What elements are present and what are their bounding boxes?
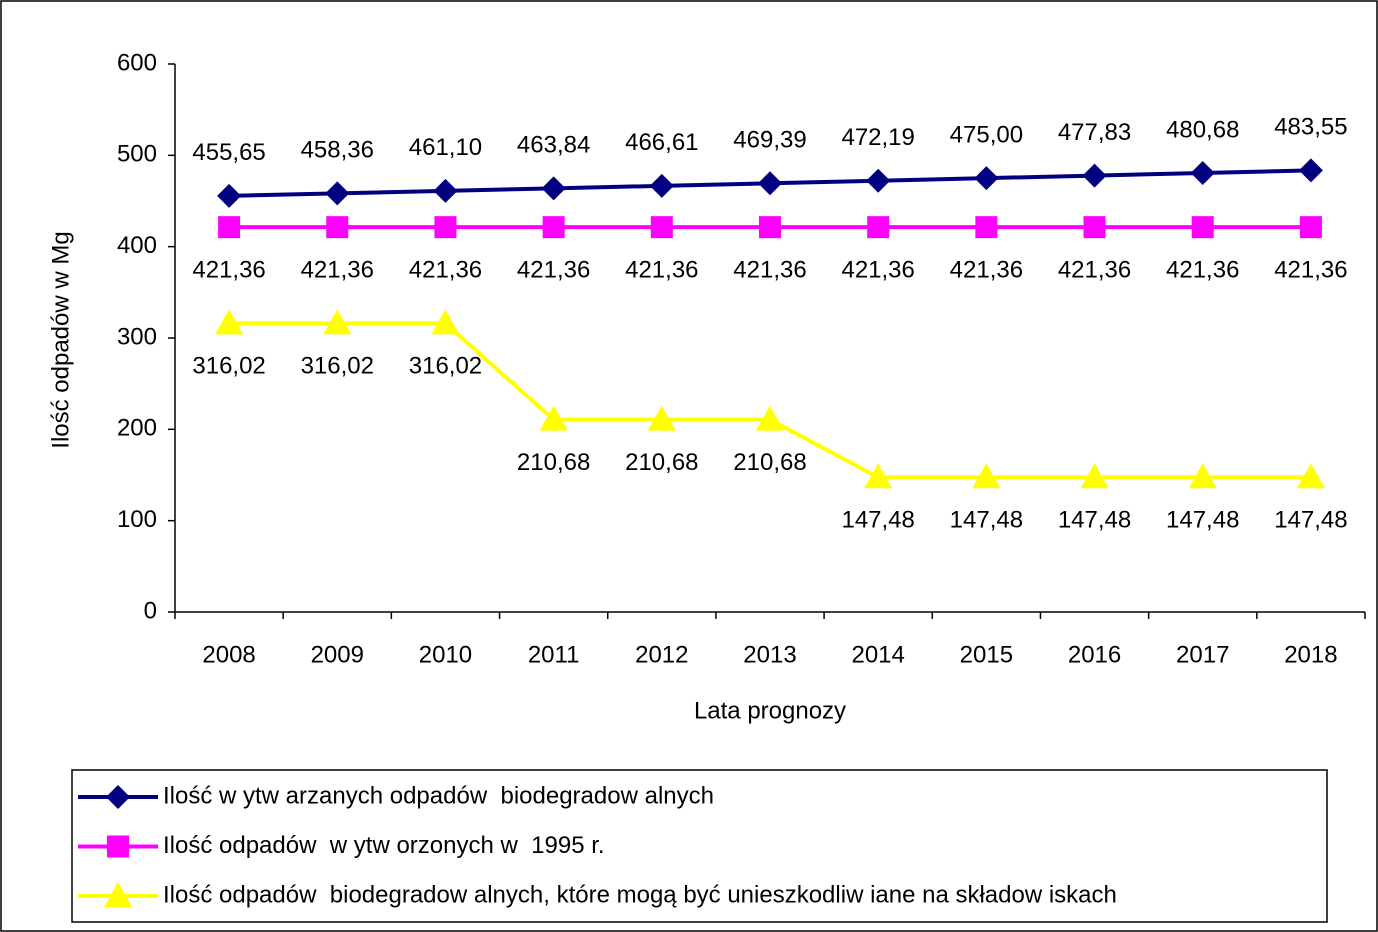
x-tick-label: 2009 (311, 641, 364, 668)
y-tick-label: 200 (117, 415, 157, 442)
marker (325, 181, 350, 206)
x-tick-label: 2016 (1068, 641, 1121, 668)
marker (107, 835, 129, 858)
marker (867, 216, 890, 239)
marker (539, 405, 568, 431)
data-label: 316,02 (409, 353, 482, 380)
data-label: 421,36 (733, 257, 806, 284)
data-label: 421,36 (301, 257, 374, 284)
marker (866, 168, 891, 193)
x-tick-label: 2015 (960, 641, 1013, 668)
y-tick-label: 100 (117, 506, 157, 533)
data-label: 210,68 (517, 449, 590, 476)
data-label: 463,84 (517, 132, 590, 159)
data-label: 421,36 (517, 257, 590, 284)
marker (758, 171, 782, 196)
legend-label: Ilość odpadów biodegradow alnych, które … (163, 881, 1117, 908)
data-label: 421,36 (625, 257, 698, 284)
x-tick-label: 2010 (419, 641, 472, 668)
x-tick-label: 2017 (1176, 641, 1229, 668)
x-tick-label: 2011 (528, 641, 580, 668)
marker (323, 309, 352, 335)
data-label: 147,48 (1166, 507, 1239, 534)
marker (542, 216, 565, 239)
marker (218, 216, 241, 239)
y-tick-label: 400 (117, 232, 157, 259)
x-tick-label: 2018 (1284, 641, 1337, 668)
data-label: 147,48 (841, 507, 914, 534)
marker (106, 785, 130, 809)
marker (433, 178, 458, 203)
marker (972, 463, 1001, 489)
marker (1191, 216, 1214, 239)
data-label: 466,61 (625, 129, 698, 156)
data-label: 316,02 (192, 353, 265, 380)
marker (215, 309, 244, 335)
marker (1296, 463, 1325, 489)
legend-label: Ilość w ytw arzanych odpadów biodegradow… (163, 782, 714, 809)
marker (1298, 158, 1323, 183)
marker (1188, 463, 1217, 489)
marker (647, 405, 676, 431)
marker (217, 183, 242, 208)
marker (1190, 160, 1215, 185)
data-label: 480,68 (1166, 116, 1239, 143)
marker (541, 176, 566, 201)
data-label: 316,02 (301, 353, 374, 380)
x-axis-title: Lata prognozy (694, 697, 846, 724)
data-label: 147,48 (1274, 507, 1347, 534)
marker (974, 166, 999, 191)
data-label: 421,36 (1058, 257, 1131, 284)
marker (1299, 216, 1322, 239)
data-label: 458,36 (301, 137, 374, 164)
data-label: 210,68 (625, 449, 698, 476)
data-label: 475,00 (950, 122, 1023, 149)
data-label: 210,68 (733, 449, 806, 476)
marker (649, 173, 674, 198)
marker (1082, 163, 1107, 188)
data-label: 461,10 (409, 134, 482, 161)
y-tick-label: 600 (117, 49, 157, 76)
y-tick-label: 0 (144, 597, 157, 624)
data-label: 421,36 (841, 257, 914, 284)
marker (759, 216, 781, 239)
marker (650, 216, 673, 239)
marker (1083, 216, 1106, 239)
data-label: 421,36 (192, 257, 265, 284)
marker (434, 216, 457, 239)
marker (756, 405, 784, 431)
data-label: 147,48 (1058, 507, 1131, 534)
data-label: 455,65 (192, 139, 265, 166)
marker (104, 882, 132, 907)
y-tick-label: 300 (117, 323, 157, 350)
data-label: 421,36 (1274, 257, 1347, 284)
x-tick-label: 2012 (635, 641, 688, 668)
data-label: 483,55 (1274, 114, 1347, 141)
x-tick-label: 2014 (851, 641, 904, 668)
marker (431, 309, 460, 335)
marker (975, 216, 998, 239)
marker (326, 216, 349, 239)
legend-label: Ilość odpadów w ytw orzonych w 1995 r. (163, 832, 605, 859)
x-tick-label: 2008 (202, 641, 255, 668)
marker (1080, 463, 1109, 489)
data-label: 477,83 (1058, 119, 1131, 146)
data-label: 472,19 (841, 124, 914, 151)
data-label: 469,39 (733, 127, 806, 154)
data-label: 147,48 (950, 507, 1023, 534)
legend (71, 769, 1328, 923)
data-label: 421,36 (1166, 257, 1239, 284)
y-tick-label: 500 (117, 141, 157, 168)
y-axis-title: Ilość odpadów w Mg (47, 231, 74, 448)
x-tick-label: 2013 (743, 641, 796, 668)
marker (864, 463, 893, 489)
data-label: 421,36 (409, 257, 482, 284)
data-label: 421,36 (950, 257, 1023, 284)
